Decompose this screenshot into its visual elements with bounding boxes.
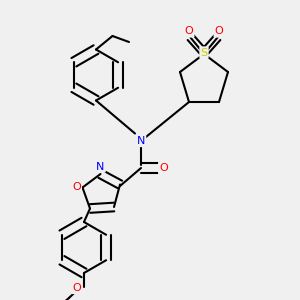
Text: O: O	[159, 163, 168, 173]
Text: O: O	[72, 182, 81, 193]
Text: N: N	[137, 136, 145, 146]
Text: S: S	[200, 47, 208, 58]
Text: O: O	[184, 26, 194, 37]
Text: O: O	[214, 26, 224, 37]
Text: N: N	[96, 161, 105, 172]
Text: O: O	[72, 283, 81, 293]
